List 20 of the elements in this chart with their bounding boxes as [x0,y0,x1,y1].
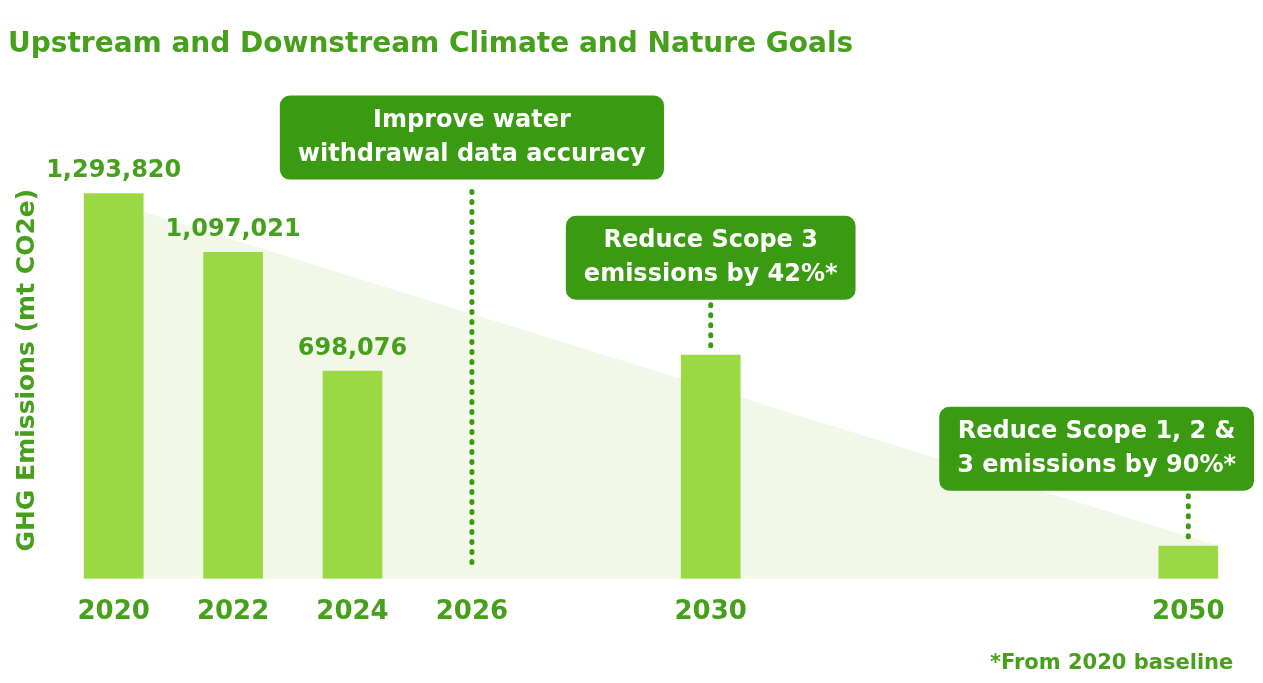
bar [83,193,144,579]
bar [1158,545,1219,579]
y-axis-title: GHG Emissions (mt CO2e) [10,188,40,552]
bar [322,370,383,579]
x-tick-label: 2022 [196,595,270,626]
text: *From 2020 baseline [990,649,1234,674]
x-tick-label: 2026 [435,595,509,626]
data-label: 1,293,820 [46,155,182,184]
annotation: Reduce Scope 1, 2 & 3 emissions by 90%* [957,415,1237,478]
x-tick-label: 2050 [1152,595,1225,626]
x-tick-label: 2020 [77,595,150,626]
ref-line-label: Improve water withdrawal data accuracy [297,104,647,167]
bar [680,354,741,579]
data-label: 698,076 [297,333,408,362]
bar [203,251,263,579]
x-tick-label: 2030 [674,595,747,626]
chart-title: Upstream and Downstream Climate and Nature Goals [8,26,854,60]
annotation: Reduce Scope 3 emissions by 42%* [583,224,838,287]
x-tick-label: 2024 [316,595,389,626]
data-label: 1,097,021 [165,214,301,243]
